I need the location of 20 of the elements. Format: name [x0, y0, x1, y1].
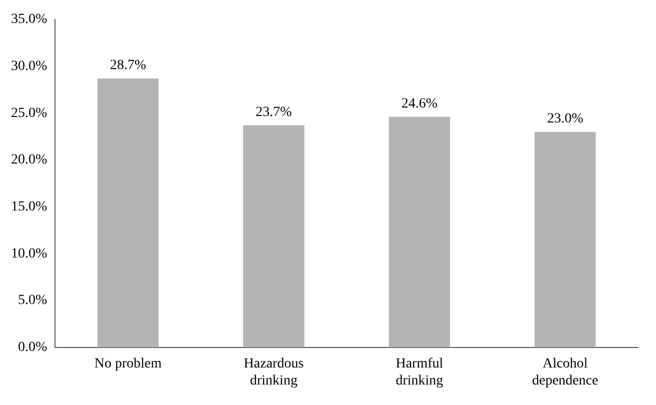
y-tick-label: 30.0%	[10, 58, 48, 74]
data-label: 28.7%	[110, 58, 146, 74]
x-tick-label: Alcohol dependence	[532, 356, 598, 388]
y-tick-label: 0.0%	[18, 340, 48, 356]
y-tick-label: 20.0%	[10, 152, 48, 168]
y-tick-label: 25.0%	[10, 106, 48, 121]
x-tick-label: No problem	[94, 356, 162, 372]
y-tick-label: 5.0%	[18, 293, 48, 308]
bar	[243, 125, 304, 348]
bar	[534, 132, 596, 348]
y-tick-label: 10.0%	[10, 246, 48, 262]
y-tick-label: 35.0%	[10, 12, 48, 28]
x-tick-label: Harmful drinking	[396, 356, 444, 388]
bar	[97, 78, 159, 348]
y-tick-label: 15.0%	[10, 200, 48, 214]
data-label: 23.0%	[547, 112, 584, 127]
data-label: 24.6%	[401, 96, 438, 112]
bar	[388, 116, 450, 348]
x-tick-label: Hazardous drinking	[244, 356, 304, 388]
data-label: 23.7%	[256, 104, 292, 120]
